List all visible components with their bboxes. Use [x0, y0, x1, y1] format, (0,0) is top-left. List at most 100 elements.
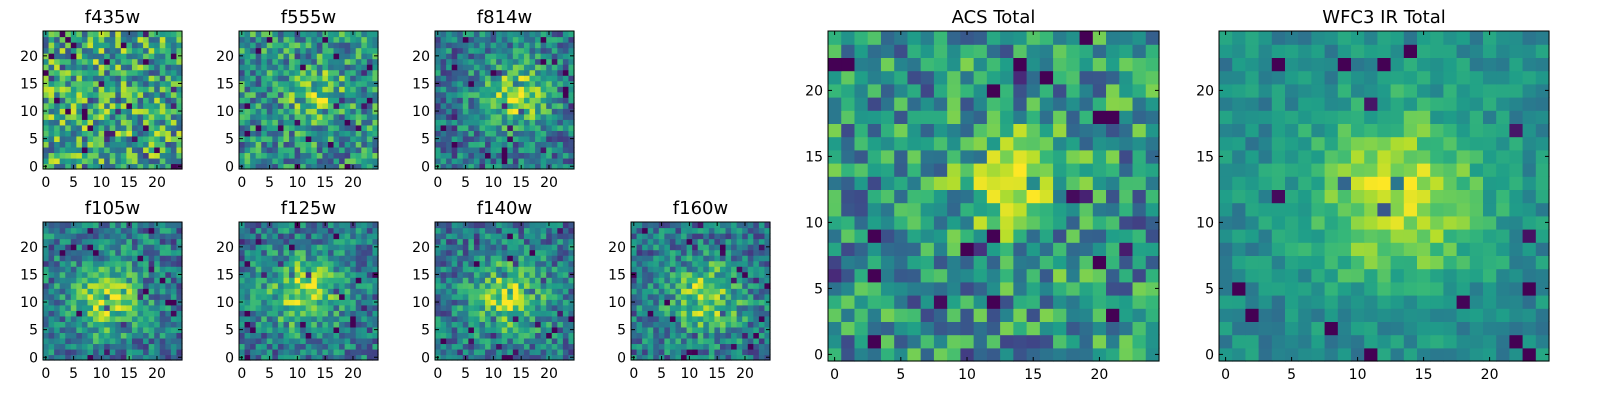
- heatmap-cell: [115, 222, 122, 229]
- heatmap-cell: [126, 152, 133, 159]
- heatmap-cell: [272, 47, 279, 54]
- heatmap-cell: [468, 108, 475, 115]
- heatmap-cell: [557, 91, 564, 98]
- heatmap-cell: [81, 91, 89, 98]
- heatmap-cell: [529, 42, 536, 49]
- heatmap-cell: [479, 310, 486, 317]
- heatmap-cell: [1079, 295, 1094, 309]
- heatmap-cell: [1145, 295, 1160, 309]
- heatmap-cell: [642, 348, 649, 356]
- heatmap-cell: [736, 315, 743, 322]
- heatmap-cell: [81, 146, 89, 154]
- heatmap-cell: [361, 260, 368, 267]
- heatmap-cell: [170, 31, 178, 38]
- heatmap-cell: [747, 343, 754, 350]
- heatmap-cell: [65, 75, 72, 82]
- heatmap-cell: [462, 277, 469, 284]
- heatmap-cell: [333, 47, 340, 54]
- heatmap-cell: [894, 281, 909, 296]
- heatmap-cell: [250, 31, 257, 38]
- heatmap-cell: [283, 47, 290, 54]
- heatmap-cell: [1066, 321, 1081, 336]
- heatmap-cell: [1013, 215, 1028, 230]
- heatmap-cell: [148, 304, 155, 311]
- heatmap-cell: [65, 249, 72, 256]
- heatmap-cell: [719, 326, 727, 333]
- heatmap-cell: [372, 310, 379, 317]
- heatmap-cell: [1145, 242, 1160, 256]
- heatmap-cell: [239, 348, 246, 356]
- heatmap-cell: [244, 53, 251, 60]
- heatmap-cell: [311, 58, 318, 65]
- heatmap-cell: [87, 315, 94, 322]
- y-tick-label: 0: [421, 159, 430, 175]
- heatmap-cell: [664, 310, 671, 317]
- heatmap-cell: [1000, 295, 1014, 309]
- heatmap-cell: [731, 337, 738, 345]
- heatmap-cell: [1066, 189, 1081, 204]
- heatmap-cell: [344, 146, 351, 154]
- heatmap-cell: [692, 299, 699, 306]
- heatmap-cell: [54, 321, 61, 328]
- heatmap-cell: [440, 47, 447, 54]
- heatmap-cell: [669, 244, 677, 251]
- heatmap-cell: [170, 260, 178, 267]
- heatmap-cell: [747, 293, 754, 300]
- heatmap-cell: [1000, 176, 1014, 190]
- heatmap-cell: [311, 337, 318, 345]
- heatmap-cell: [473, 255, 481, 262]
- heatmap-cell: [708, 310, 715, 317]
- heatmap-cell: [485, 102, 492, 109]
- heatmap-cell: [535, 80, 542, 87]
- heatmap-cell: [137, 69, 144, 76]
- heatmap-cell: [131, 75, 139, 82]
- heatmap-cell: [468, 277, 475, 284]
- x-tick-label: 20: [148, 175, 166, 191]
- heatmap-cell: [59, 271, 66, 278]
- heatmap-cell: [115, 36, 122, 43]
- heatmap-cell: [747, 244, 754, 251]
- heatmap-cell: [446, 238, 453, 245]
- heatmap-cell: [165, 326, 172, 333]
- heatmap-cell: [1039, 215, 1054, 230]
- heatmap-cell: [239, 42, 246, 49]
- heatmap-cell: [753, 233, 760, 240]
- heatmap-cell: [355, 326, 362, 333]
- heatmap-cell: [485, 233, 492, 240]
- heatmap-cell: [490, 304, 497, 311]
- heatmap-cell: [250, 337, 257, 345]
- heatmap-cell: [76, 58, 83, 65]
- heatmap-cell: [479, 157, 486, 165]
- heatmap-cell: [658, 310, 665, 317]
- heatmap-cell: [48, 310, 55, 317]
- heatmap-cell: [686, 310, 693, 317]
- heatmap-cell: [747, 321, 754, 328]
- heatmap-cell: [653, 227, 660, 234]
- heatmap-cell: [131, 58, 139, 65]
- heatmap-cell: [54, 113, 61, 120]
- heatmap-cell: [115, 31, 122, 38]
- heatmap-cell: [468, 80, 475, 87]
- heatmap-cell: [920, 295, 935, 309]
- heatmap-cell: [473, 321, 481, 328]
- heatmap-cell: [165, 222, 172, 229]
- heatmap-cell: [137, 288, 144, 295]
- heatmap-cell: [137, 152, 144, 159]
- heatmap-cell: [300, 152, 307, 159]
- heatmap-cell: [70, 304, 77, 311]
- heatmap-cell: [719, 315, 727, 322]
- heatmap-cell: [239, 47, 246, 54]
- heatmap-cell: [372, 293, 379, 300]
- heatmap-cell: [126, 75, 133, 82]
- heatmap-cell: [48, 227, 55, 234]
- heatmap-cell: [372, 337, 379, 345]
- heatmap-cell: [764, 304, 771, 311]
- heatmap-cell: [272, 124, 279, 131]
- heatmap-cell: [70, 271, 77, 278]
- heatmap-cell: [479, 288, 486, 295]
- heatmap-cell: [535, 113, 542, 120]
- heatmap-cell: [311, 293, 318, 300]
- heatmap-cell: [277, 277, 285, 284]
- heatmap-cell: [333, 354, 340, 361]
- heatmap-cell: [70, 238, 77, 245]
